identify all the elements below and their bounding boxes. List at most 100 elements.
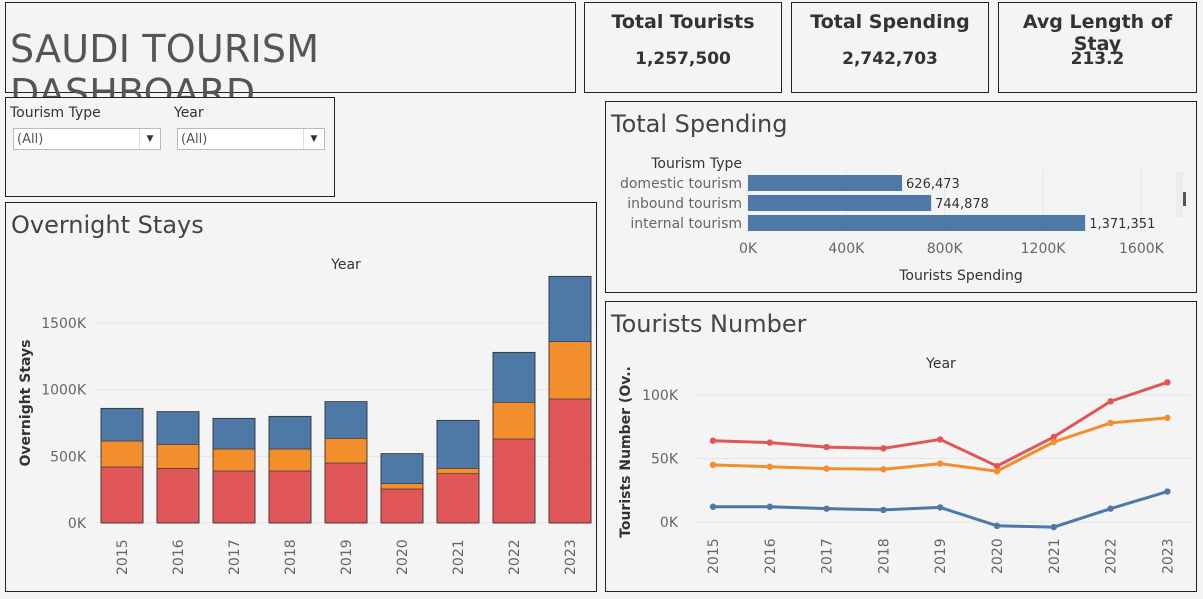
x-tick-label: 400K	[828, 241, 865, 257]
bar-segment	[324, 401, 368, 439]
x-tick-label: 2021	[451, 539, 467, 575]
x-tick-label: 2017	[820, 538, 836, 574]
data-point	[823, 505, 830, 512]
kpi-value: 2,742,703	[842, 49, 938, 69]
y-axis-label: Overnight Stays	[18, 340, 34, 467]
x-tick-label: 2018	[283, 539, 299, 575]
tourism-type-dropdown[interactable]: (All) ▼	[13, 128, 161, 150]
tourists-number-chart: Year Tourists Number (Ov.. 0K 50K 100K 2015 20…	[618, 356, 1191, 574]
kpi-label: Total Tourists	[611, 11, 755, 33]
chevron-down-icon[interactable]: ▼	[139, 129, 160, 149]
bar-segment	[324, 438, 368, 464]
data-point	[993, 462, 1001, 470]
kpi-total-tourists: Total Tourists 1,257,500	[584, 2, 782, 93]
x-tick-label: 1200K	[1021, 241, 1067, 257]
x-tick-label: 2015	[115, 539, 131, 575]
data-point	[1107, 398, 1114, 405]
bar-segment	[548, 398, 592, 524]
bar-segment	[380, 453, 424, 484]
bar-segment	[100, 466, 144, 524]
x-axis-label: Year	[925, 356, 956, 372]
kpi-avg-length-of-stay: Avg Length of Stay 213.2	[998, 2, 1197, 93]
overnight-stays-title: Overnight Stays	[11, 211, 204, 239]
y-tick-label: 1500K	[41, 316, 87, 332]
bar-outline	[156, 411, 200, 524]
bar-segment	[548, 276, 592, 342]
kpi-value: 1,257,500	[635, 49, 731, 69]
category-label: internal tourism	[630, 216, 742, 232]
bar	[748, 215, 1086, 231]
x-tick-label: 2022	[1104, 538, 1120, 574]
year-dropdown[interactable]: (All) ▼	[177, 128, 325, 150]
scrollbar-thumb[interactable]	[1183, 192, 1186, 206]
y-tick-label: 500K	[50, 449, 87, 465]
x-tick-label: 2017	[227, 539, 243, 575]
x-tick-label: 800K	[927, 241, 964, 257]
bar-segment	[268, 416, 312, 450]
bar-segment	[436, 468, 480, 474]
data-point	[880, 466, 887, 473]
data-point	[1107, 419, 1114, 427]
x-tick-label: 2016	[763, 538, 779, 574]
x-tick-label: 2021	[1047, 538, 1063, 574]
year-value: (All)	[181, 132, 208, 147]
bar-segment	[380, 488, 424, 524]
y-axis-label: Tourism Type	[650, 156, 742, 172]
y-axis-label: Tourists Number (Ov..	[618, 366, 634, 538]
bar-segment	[492, 402, 536, 440]
data-point	[823, 465, 830, 472]
bar-outline	[212, 417, 256, 524]
data-point	[709, 503, 717, 510]
data-point	[709, 461, 717, 469]
data-label: 626,473	[906, 177, 960, 192]
bar	[748, 175, 903, 191]
scrollbar-track[interactable]	[1176, 172, 1183, 217]
bar-segment	[492, 352, 536, 403]
bar-outline	[548, 275, 592, 524]
x-tick-label: 2022	[507, 539, 523, 575]
tourism-type-value: (All)	[17, 132, 44, 147]
data-label: 1,371,351	[1089, 217, 1155, 232]
data-label: 744,878	[935, 197, 989, 212]
overnight-stays-chart: Year Overnight Stays 0K 500K 1000K 1500K 2015 2…	[18, 257, 596, 575]
bar-segment	[380, 483, 424, 490]
data-point	[766, 503, 773, 510]
bar-segment	[156, 468, 200, 524]
tourists-number-panel: Tourists Number Year Tourists Number (Ov.…	[605, 301, 1197, 592]
x-tick-label: 2016	[171, 539, 187, 575]
dashboard-title: SAUDI TOURISM DASHBOARD	[10, 27, 320, 115]
data-point	[880, 445, 887, 452]
y-tick-label: 0K	[68, 516, 87, 532]
data-point	[1164, 414, 1171, 422]
bar-segment	[548, 341, 592, 400]
bar-segment	[324, 462, 368, 524]
x-tick-label: 2018	[876, 538, 892, 574]
bar	[748, 195, 932, 211]
y-tick-label: 0K	[660, 515, 679, 531]
bar-segment	[100, 440, 144, 468]
data-point	[993, 522, 1001, 530]
bar-segment	[156, 444, 200, 469]
data-point	[1164, 488, 1171, 495]
tourists-number-title: Tourists Number	[611, 310, 807, 338]
bar-segment	[268, 448, 312, 472]
x-tick-label: 2023	[1160, 538, 1176, 574]
bar-segment	[156, 411, 200, 445]
chevron-down-icon[interactable]: ▼	[303, 129, 324, 149]
total-spending-chart: 0K 400K 800K 1200K 1600K Tourism Type Tourists…	[620, 156, 1186, 284]
y-tick-label: 100K	[642, 388, 679, 404]
bar-outline	[380, 453, 424, 524]
bar-outline	[492, 351, 536, 524]
y-tick-label: 1000K	[41, 383, 87, 399]
data-point	[1050, 438, 1057, 446]
bar-outline	[268, 415, 312, 524]
total-spending-panel: Total Spending 0K 400K 800K 1200K 1600K Touri…	[605, 101, 1197, 293]
x-tick-label: 2019	[339, 539, 355, 575]
x-tick-label: 2020	[990, 538, 1006, 574]
x-tick-label: 2020	[395, 539, 411, 575]
tourism-type-filter-label: Tourism Type	[10, 105, 101, 121]
x-axis-label: Tourists Spending	[898, 268, 1023, 284]
bar-outline	[436, 419, 480, 524]
data-point	[709, 437, 717, 444]
data-point	[1107, 505, 1114, 512]
